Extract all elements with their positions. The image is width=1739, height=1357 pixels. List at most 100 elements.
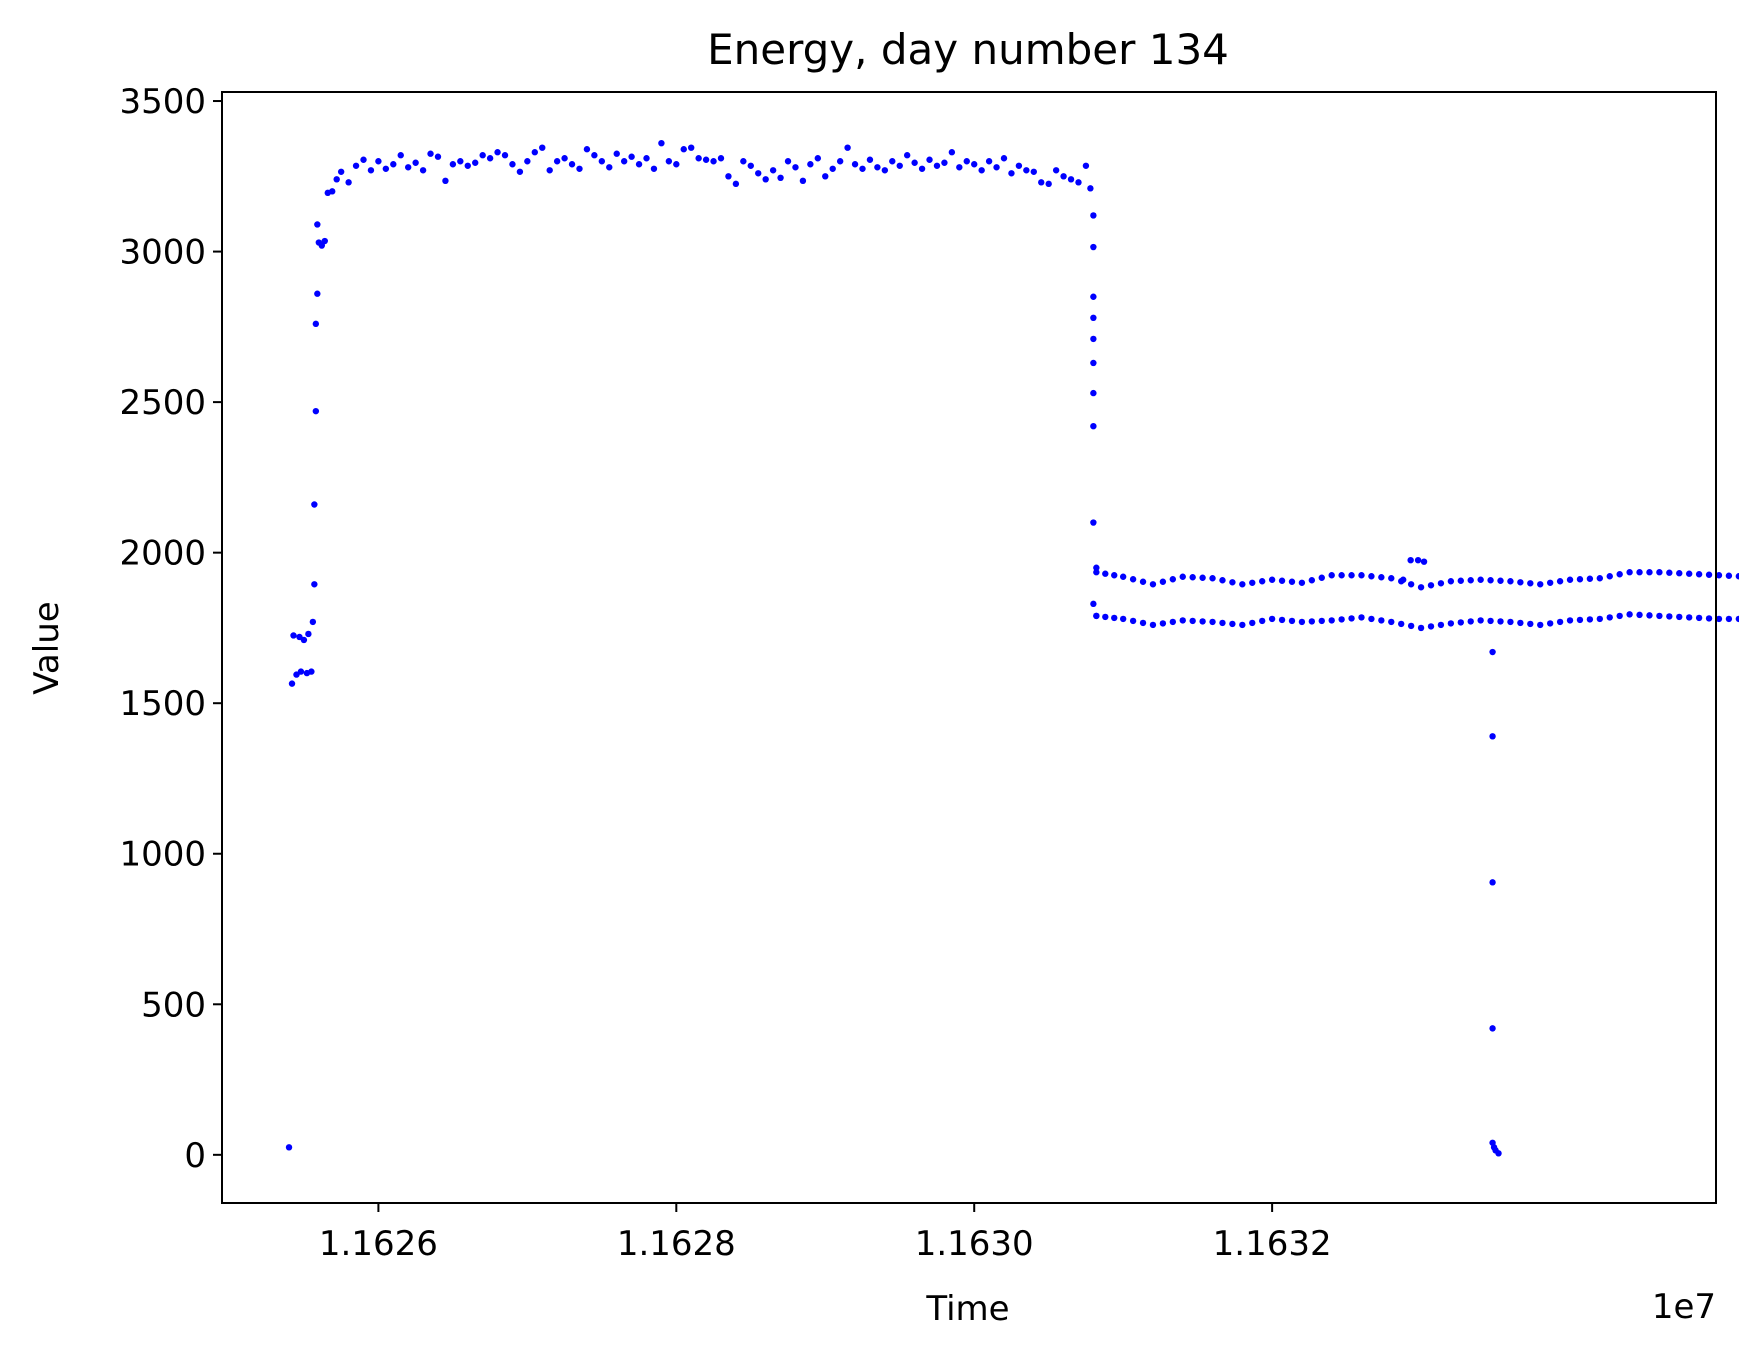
data-point [288,680,296,687]
data-point [297,668,305,675]
data-point [740,158,747,165]
data-point [926,156,933,163]
data-point [1258,617,1266,625]
data-point [993,164,1000,171]
data-point [933,162,941,169]
data-point [464,162,471,169]
data-point [300,636,308,644]
data-point [1407,556,1414,564]
data-point [1457,577,1464,584]
x-axis-offset-label: 1e7 [1652,1287,1716,1327]
data-point [1606,573,1613,580]
data-point [1556,618,1564,626]
data-point [1495,1150,1502,1157]
data-point [1052,167,1060,174]
data-point [769,167,777,174]
data-point [956,164,963,171]
data-point [732,180,740,188]
data-point [941,159,948,166]
data-point [1666,613,1673,620]
data-point [1715,615,1723,623]
data-point [1149,581,1157,588]
data-point [1576,576,1584,583]
data-point [695,155,702,162]
data-point [1705,571,1713,578]
data-point [285,1144,293,1151]
data-point [1239,621,1246,629]
data-point [1179,617,1186,624]
data-point [311,581,318,588]
data-point [1000,155,1008,162]
chart-title: Energy, day number 134 [707,25,1229,74]
data-point [1537,621,1544,629]
data-point [1378,617,1385,624]
data-point [851,161,859,168]
data-point [412,159,419,166]
data-point [1219,577,1226,584]
data-point [531,149,538,156]
data-point [1030,168,1037,175]
data-point [486,155,494,162]
data-point [1090,212,1097,219]
data-point [1414,556,1422,564]
y-tick-label: 1000 [119,835,206,875]
data-point [948,149,956,156]
x-tick-label: 1.1630 [915,1224,1034,1264]
data-point [419,167,427,174]
data-point [1388,575,1395,582]
data-point [903,152,911,159]
data-point [1023,167,1030,174]
data-point [501,152,509,159]
data-point [309,618,317,626]
data-point [1427,582,1435,589]
data-point [1015,162,1023,169]
data-point [918,165,926,172]
data-point [606,164,613,171]
data-point [360,156,367,163]
data-point [978,167,985,174]
data-point [1398,620,1405,628]
data-point [404,164,412,171]
data-point [1705,615,1713,622]
data-point [1388,618,1395,626]
data-point [1417,584,1425,591]
data-point [1685,614,1693,621]
data-point [1586,575,1594,582]
data-point [702,156,710,163]
data-point [866,156,874,163]
data-point [1735,573,1739,580]
data-point [1417,624,1425,632]
data-point [1517,619,1524,627]
data-point [1447,620,1455,627]
data-point [1695,571,1703,578]
data-point [1308,577,1316,584]
data-point [1378,574,1385,581]
data-point [896,162,903,169]
data-point [665,158,673,165]
data-point [1209,618,1216,626]
y-tick-label: 1500 [119,684,206,724]
y-axis-label: Value [27,601,67,694]
data-point [1199,574,1206,581]
data-point [1636,611,1643,619]
data-point [333,176,340,183]
data-point [1497,577,1504,584]
data-point [1338,616,1345,623]
data-point [1467,577,1474,584]
data-point [673,161,680,168]
data-point [1348,615,1355,622]
data-point [1477,576,1484,583]
data-point [1328,617,1335,624]
data-point [1338,572,1345,579]
data-point [598,158,606,165]
data-point [449,161,457,168]
data-point [635,161,643,168]
data-point [1489,648,1496,656]
data-point [911,159,918,166]
data-point [1427,623,1435,630]
data-point [568,161,576,168]
data-point [1093,569,1100,576]
data-point [985,158,993,165]
data-point [1517,579,1524,586]
data-point [784,158,792,165]
